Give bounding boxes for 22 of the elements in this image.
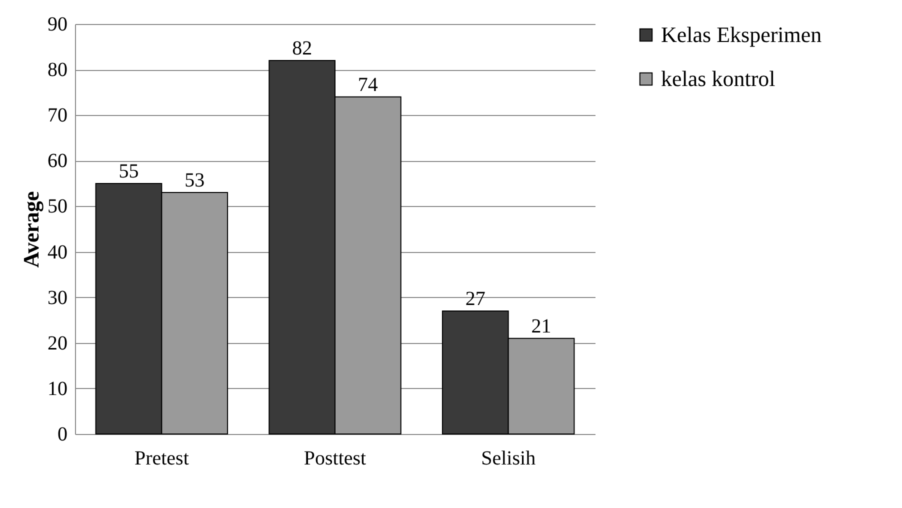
y-tick-label: 10 [48, 378, 68, 400]
legend-label: kelas kontrol [661, 66, 776, 91]
y-tick-label: 80 [48, 59, 68, 82]
y-tick-label: 0 [58, 424, 68, 446]
y-axis-title: Average [18, 190, 44, 268]
legend-label: Kelas Eksperimen [661, 22, 822, 47]
data-label: 55 [118, 160, 139, 182]
y-tick-label: 30 [48, 286, 68, 309]
x-tick-label: Posttest [304, 448, 367, 470]
x-tick-label: Pretest [134, 448, 190, 470]
x-tick-label: Selisih [481, 448, 536, 470]
y-tick-label: 90 [48, 14, 68, 36]
y-tick-label: 20 [48, 332, 68, 354]
data-label: 21 [531, 315, 552, 338]
y-tick-label: 70 [48, 104, 68, 127]
y-tick-label: 40 [48, 241, 68, 264]
data-label: 74 [358, 74, 378, 96]
data-label: 27 [465, 288, 486, 310]
data-label: 82 [292, 37, 312, 60]
y-tick-label: 50 [48, 196, 68, 218]
y-tick-label: 60 [48, 150, 68, 172]
data-label: 53 [184, 170, 205, 192]
